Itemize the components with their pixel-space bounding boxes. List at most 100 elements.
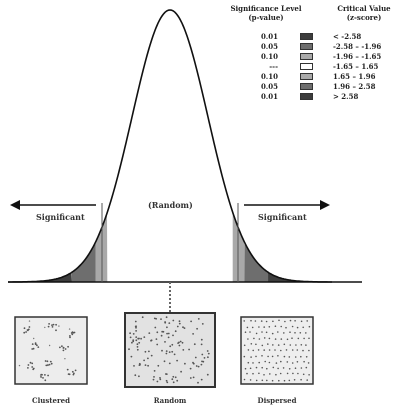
sample-point (286, 361, 289, 363)
sample-point (66, 368, 69, 371)
sample-point (255, 366, 258, 369)
legend-header-z: Critical Value (z-score) (328, 4, 400, 22)
sample-point (172, 381, 175, 384)
sample-point (263, 374, 265, 376)
sample-point (50, 362, 53, 365)
sample-point (261, 355, 263, 357)
sample-point (263, 337, 266, 339)
sample-point (189, 367, 192, 370)
sample-point (277, 355, 279, 357)
legend-swatch (300, 53, 313, 60)
sample-point (164, 321, 167, 324)
sample-point (291, 362, 294, 364)
sample-point (156, 380, 159, 383)
dispersed-box (240, 316, 314, 385)
sample-point (134, 374, 137, 377)
sample-point (247, 361, 250, 364)
sample-point (52, 323, 55, 326)
sample-point (155, 317, 158, 320)
sample-point (296, 349, 299, 351)
legend-p-value: 0.10 (260, 72, 278, 81)
sample-point (167, 332, 170, 335)
sample-point (277, 331, 279, 333)
sample-point (147, 364, 150, 367)
left-tail-010-region (95, 213, 108, 282)
random-points (128, 316, 210, 384)
legend-header-p-subtitle: (p-value) (248, 13, 284, 22)
sample-point (182, 326, 184, 329)
sample-point (136, 343, 139, 346)
sample-point (18, 364, 21, 367)
sample-point (300, 344, 303, 346)
sample-point (70, 332, 73, 334)
sample-point (286, 338, 289, 341)
sample-point (254, 320, 257, 322)
sample-point (47, 363, 49, 366)
sample-point (141, 316, 144, 319)
sample-point (265, 320, 268, 323)
sample-point (294, 320, 296, 322)
sample-point (291, 337, 293, 340)
sample-point (28, 320, 31, 322)
sample-point (201, 360, 203, 363)
sample-point (178, 320, 181, 323)
sample-point (303, 337, 305, 340)
sample-point (308, 337, 310, 340)
sample-point (274, 338, 277, 340)
sample-point (68, 373, 71, 376)
sample-point (173, 353, 176, 356)
sample-point (286, 372, 289, 375)
sample-point (302, 373, 305, 376)
sample-point (137, 337, 140, 340)
sample-point (253, 337, 255, 340)
sample-point (134, 320, 137, 323)
sample-point (306, 320, 309, 322)
sample-point (148, 332, 151, 334)
sample-point (278, 379, 280, 382)
sample-point (294, 356, 297, 358)
sample-point (134, 325, 137, 328)
sample-point (261, 366, 264, 369)
sample-point (197, 381, 199, 384)
sample-point (174, 330, 177, 333)
sample-point (261, 379, 264, 382)
dispersed-label: Dispersed (257, 396, 297, 405)
sample-point (164, 341, 166, 343)
sample-point (51, 324, 53, 326)
sample-point (59, 346, 61, 349)
sample-point (277, 344, 280, 346)
sample-point (167, 336, 170, 339)
sample-point (305, 332, 307, 334)
sample-point (265, 331, 268, 334)
sample-point (160, 318, 162, 320)
sample-point (291, 325, 294, 328)
sample-point (249, 379, 252, 381)
sample-point (303, 360, 305, 363)
sample-point (272, 366, 275, 369)
sample-point (171, 343, 174, 346)
sample-point (32, 347, 35, 350)
sample-point (271, 332, 274, 335)
dispersed-points (243, 319, 311, 382)
sample-point (25, 331, 27, 333)
sample-point (283, 332, 285, 334)
sample-point (249, 331, 251, 333)
sample-point (197, 318, 200, 320)
sample-point (277, 367, 279, 370)
sample-point (49, 360, 52, 363)
sample-point (305, 356, 308, 358)
legend-row: --- -1.65 – 1.65 (210, 62, 400, 72)
sample-point (294, 332, 296, 334)
sample-point (128, 348, 130, 351)
sample-point (188, 348, 191, 351)
sample-point (302, 326, 305, 329)
sample-point (64, 358, 66, 360)
sample-point (255, 355, 257, 358)
sample-point (138, 375, 140, 378)
sample-point (195, 365, 198, 367)
legend-p-value: 0.01 (260, 32, 278, 41)
sample-point (153, 370, 156, 372)
sample-point (166, 326, 168, 329)
sample-point (168, 351, 171, 353)
sample-point (268, 326, 271, 328)
